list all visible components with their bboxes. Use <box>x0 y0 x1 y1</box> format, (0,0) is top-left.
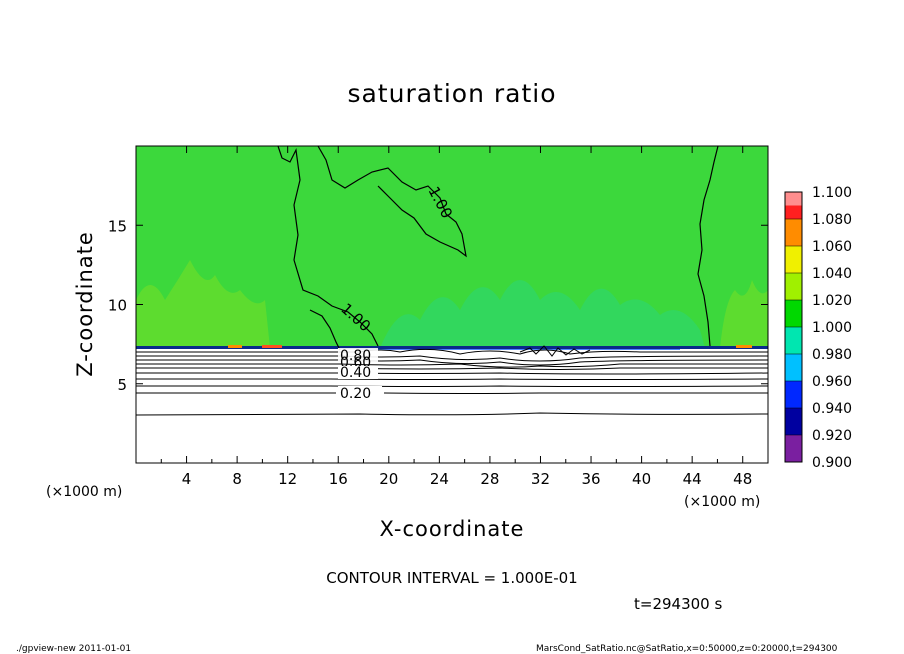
x-tick-label: 16 <box>329 470 348 488</box>
subsaturated-patch <box>380 280 705 348</box>
contour-1.00-left <box>277 146 379 347</box>
lower-contours <box>136 348 768 416</box>
hotspot-3 <box>736 345 752 348</box>
x-axis: 4 8 12 16 20 24 28 32 36 40 44 48 <box>160 146 752 488</box>
colorbar-label: 1.060 <box>812 239 852 255</box>
supersaturated-patch-left <box>136 260 270 348</box>
supersaturated-patch-right <box>720 280 768 348</box>
x-tick-label: 44 <box>683 470 702 488</box>
contour-1.00-top <box>317 146 467 258</box>
colorbar-segment <box>785 381 802 408</box>
colorbar-label: 1.020 <box>812 293 852 309</box>
colorbar-label: 1.000 <box>812 320 852 336</box>
contour-labels: 1.00 1.00 0.80 0.60 0.40 0.20 <box>337 183 456 402</box>
x-tick-label: 48 <box>733 470 752 488</box>
x-unit-label-left: (×1000 m) <box>46 484 122 500</box>
y-tick-label: 10 <box>108 297 127 315</box>
contour-label-5: 0.40 <box>340 365 371 381</box>
x-unit-label-right: (×1000 m) <box>684 494 760 510</box>
colorbar-label: 0.940 <box>812 401 852 417</box>
colorbar-segment <box>785 408 802 435</box>
footer-right: MarsCond_SatRatio.nc@SatRatio,x=0:50000,… <box>536 644 838 654</box>
x-tick-label: 24 <box>430 470 449 488</box>
colorbar-segment <box>785 327 802 354</box>
colorbar-label: 0.900 <box>812 455 852 471</box>
colorbar-label: 0.960 <box>812 374 852 390</box>
y-tick-label: 5 <box>117 376 127 394</box>
hotspot-1 <box>228 345 242 348</box>
interface-band <box>136 346 768 349</box>
footer-left: ./gpview-new 2011-01-01 <box>16 644 131 654</box>
contour-1.00-right <box>697 146 719 347</box>
contour-label-6: 0.20 <box>340 386 371 402</box>
colorbar-segment <box>785 273 802 300</box>
undersaturated-region <box>136 350 768 463</box>
x-tick-label: 40 <box>632 470 651 488</box>
colorbar-segment-top <box>785 192 802 206</box>
x-tick-label: 32 <box>531 470 550 488</box>
x-tick-label: 12 <box>278 470 297 488</box>
colorbar-label: 0.920 <box>812 428 852 444</box>
x-tick-label: 8 <box>232 470 242 488</box>
plot-area <box>136 146 768 463</box>
chart-title: saturation ratio <box>347 79 556 108</box>
interface-jagged <box>519 345 591 357</box>
y-axis: 5 10 15 <box>108 217 768 394</box>
hotspot-2 <box>262 345 282 348</box>
colorbar-segment <box>785 219 802 246</box>
x-tick-label: 36 <box>581 470 600 488</box>
colorbar-segment <box>785 246 802 273</box>
y-axis-label: Z-coordinate <box>73 231 97 377</box>
colorbar-label: 1.080 <box>812 212 852 228</box>
x-tick-label: 28 <box>480 470 499 488</box>
colorbar-label: 1.040 <box>812 266 852 282</box>
contour-interval-note: CONTOUR INTERVAL = 1.000E-01 <box>326 569 577 587</box>
colorbar-segment <box>785 354 802 381</box>
contour-1.00-left-b <box>309 309 341 351</box>
colorbar-segment <box>785 435 802 462</box>
time-note: t=294300 s <box>634 595 722 613</box>
x-tick-label: 20 <box>379 470 398 488</box>
colorbar-label: 1.100 <box>812 185 852 201</box>
colorbar-segment <box>785 300 802 327</box>
x-axis-label: X-coordinate <box>380 517 525 541</box>
x-tick-label: 4 <box>182 470 192 488</box>
colorbar-label: 0.980 <box>812 347 852 363</box>
contour-label-3: 0.80 <box>340 348 371 364</box>
colorbar: 0.900 0.920 0.940 0.960 0.980 1.000 1.020 1.040… <box>784 185 852 471</box>
y-tick-label: 15 <box>108 217 127 235</box>
